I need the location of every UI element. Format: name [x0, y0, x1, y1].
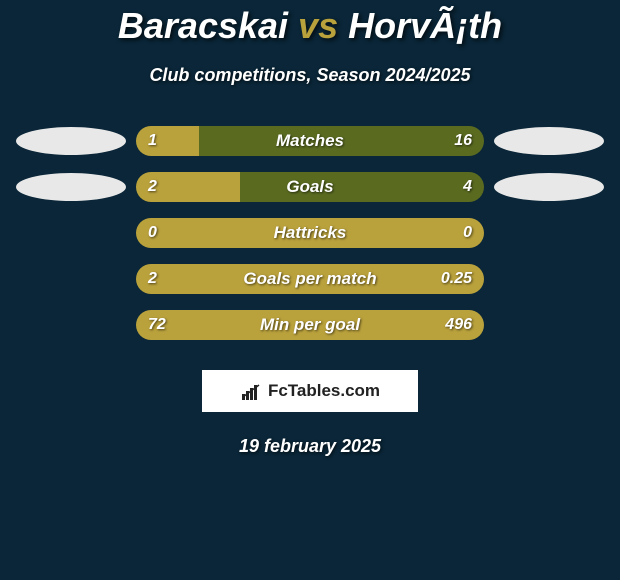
title-vs: vs [288, 5, 348, 46]
date: 19 february 2025 [0, 436, 620, 457]
stat-label: Matches [276, 131, 344, 151]
stat-bar: 1 Matches 16 [136, 126, 484, 156]
stat-row: 2 Goals 4 [0, 172, 620, 202]
stats-container: 1 Matches 16 2 Goals 4 0 Hattricks 0 2 Goals per m… [0, 126, 620, 340]
title-player-a: Baracskai [118, 5, 288, 46]
stat-bar: 72 Min per goal 496 [136, 310, 484, 340]
player-a-marker [16, 173, 126, 201]
title-player-b: HorvÃ¡th [348, 5, 502, 46]
bar-fill-left [136, 126, 199, 156]
stat-value-left: 0 [148, 224, 157, 242]
stat-value-left: 2 [148, 270, 157, 288]
stat-value-right: 0 [463, 224, 472, 242]
stat-value-left: 2 [148, 178, 157, 196]
logo-text: FcTables.com [268, 381, 380, 401]
stat-bar: 2 Goals per match 0.25 [136, 264, 484, 294]
stat-value-right: 0.25 [441, 270, 472, 288]
player-b-marker [494, 173, 604, 201]
stat-value-right: 16 [454, 132, 472, 150]
stat-row: 0 Hattricks 0 [0, 218, 620, 248]
stat-label: Goals per match [243, 269, 376, 289]
stat-value-left: 72 [148, 316, 166, 334]
stat-value-left: 1 [148, 132, 157, 150]
stat-label: Goals [286, 177, 333, 197]
logo-box[interactable]: FcTables.com [202, 370, 418, 412]
stat-value-right: 4 [463, 178, 472, 196]
bar-chart-icon [240, 382, 262, 400]
stat-bar: 0 Hattricks 0 [136, 218, 484, 248]
stat-row: 2 Goals per match 0.25 [0, 264, 620, 294]
bar-fill-right [240, 172, 484, 202]
player-b-marker [494, 127, 604, 155]
stat-row: 1 Matches 16 [0, 126, 620, 156]
stat-row: 72 Min per goal 496 [0, 310, 620, 340]
stat-bar: 2 Goals 4 [136, 172, 484, 202]
page-title: Baracskai vs HorvÃ¡th [0, 5, 620, 47]
stat-label: Min per goal [260, 315, 360, 335]
subtitle: Club competitions, Season 2024/2025 [0, 65, 620, 86]
stat-value-right: 496 [445, 316, 472, 334]
player-a-marker [16, 127, 126, 155]
stat-label: Hattricks [274, 223, 347, 243]
